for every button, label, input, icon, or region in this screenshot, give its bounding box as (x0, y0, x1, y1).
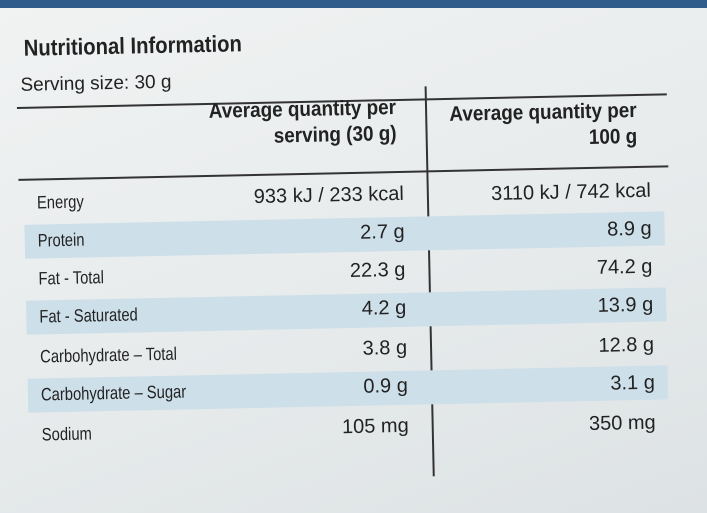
column-divider (424, 86, 435, 477)
per-serving: 22.3 g (349, 258, 406, 283)
nutrient-name: Carbohydrate – Total (39, 343, 178, 367)
per-serving: 4.2 g (361, 296, 407, 320)
column-header: Average quantity per serving (30 g) (208, 96, 397, 148)
per-serving: 2.7 g (359, 220, 405, 244)
nutrient-name: Carbohydrate – Sugar (40, 381, 187, 405)
per-serving: 105 mg (341, 414, 409, 439)
nutrient-name: Energy (36, 191, 84, 213)
per-100g: 3110 kJ / 742 kcal (490, 179, 652, 206)
per-100g: 12.8 g (598, 333, 655, 357)
nutrient-name: Fat - Total (38, 267, 105, 289)
row-stripe (24, 211, 665, 259)
rule (18, 165, 669, 181)
serving-size: Serving size: 30 g (20, 71, 172, 96)
nutrient-name: Protein (37, 229, 85, 251)
per-serving: 0.9 g (363, 374, 409, 398)
per-serving: 933 kJ / 233 kcal (253, 182, 405, 209)
per-100g: 74.2 g (596, 255, 653, 279)
per-100g: 350 mg (588, 411, 656, 436)
column-header: Average quantity per 100 g (449, 98, 638, 149)
nutrient-name: Fat - Saturated (39, 304, 138, 327)
per-100g: 8.9 g (606, 217, 652, 241)
nutrient-name: Sodium (41, 423, 93, 445)
per-serving: 3.8 g (362, 336, 408, 360)
per-100g: 13.9 g (597, 293, 654, 317)
package-band (0, 0, 707, 8)
title: Nutritional Information (23, 30, 243, 61)
per-100g: 3.1 g (610, 371, 656, 395)
